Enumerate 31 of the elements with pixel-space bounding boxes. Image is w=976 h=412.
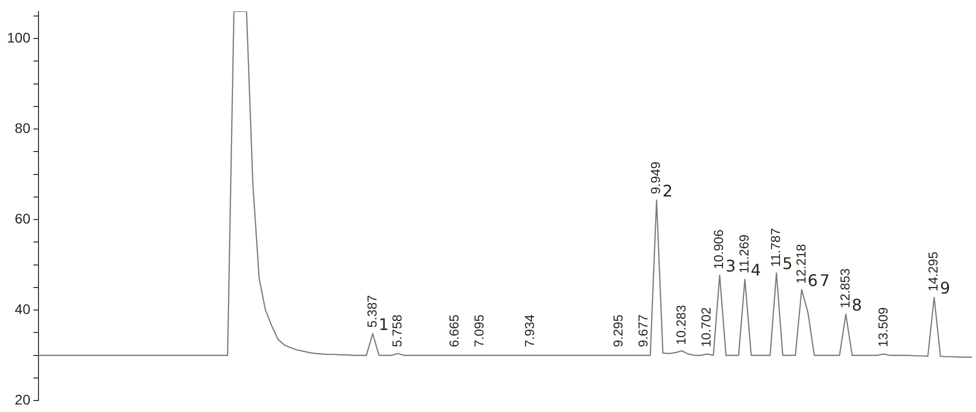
x-tick-label: 12.853 [837,268,852,308]
x-tick-label: 10.702 [698,307,714,348]
x-tick-label: 7.095 [472,314,487,348]
annotation: 4 [750,260,761,280]
annotation: 2 [662,181,673,200]
x-tick-label: 11.269 [736,234,752,274]
annotation: 5 [782,254,793,274]
x-tick-label: 5.758 [390,314,405,348]
x-tick-label: 13.509 [875,307,890,348]
y-tick-label: 40 [14,300,31,317]
y-tick-label: 20 [14,391,31,408]
annotation: 6 [808,270,818,290]
x-tick-label: 7.934 [522,314,537,348]
x-tick-label: 11.787 [768,228,784,267]
y-tick-label: 80 [14,120,31,136]
x-tick-label: 5.387 [364,295,380,328]
annotation: 8 [852,295,862,314]
y-tick-label: 60 [14,210,31,226]
annotation: 7 [820,270,830,290]
y-tick-label: 100 [7,29,31,46]
x-tick-label: 10.906 [711,229,726,270]
x-tick-label: 12.218 [793,244,808,284]
x-tick-label: 9.677 [636,314,651,348]
x-tick-label: 9.949 [648,162,664,194]
x-tick-label: 14.295 [926,252,941,292]
annotation: 1 [378,314,389,334]
x-tick-label: 9.295 [610,314,626,348]
annotation: 3 [726,256,736,276]
annotation: 9 [940,278,950,298]
x-tick-label: 6.665 [446,314,462,348]
x-tick-label: 10.283 [673,305,688,345]
